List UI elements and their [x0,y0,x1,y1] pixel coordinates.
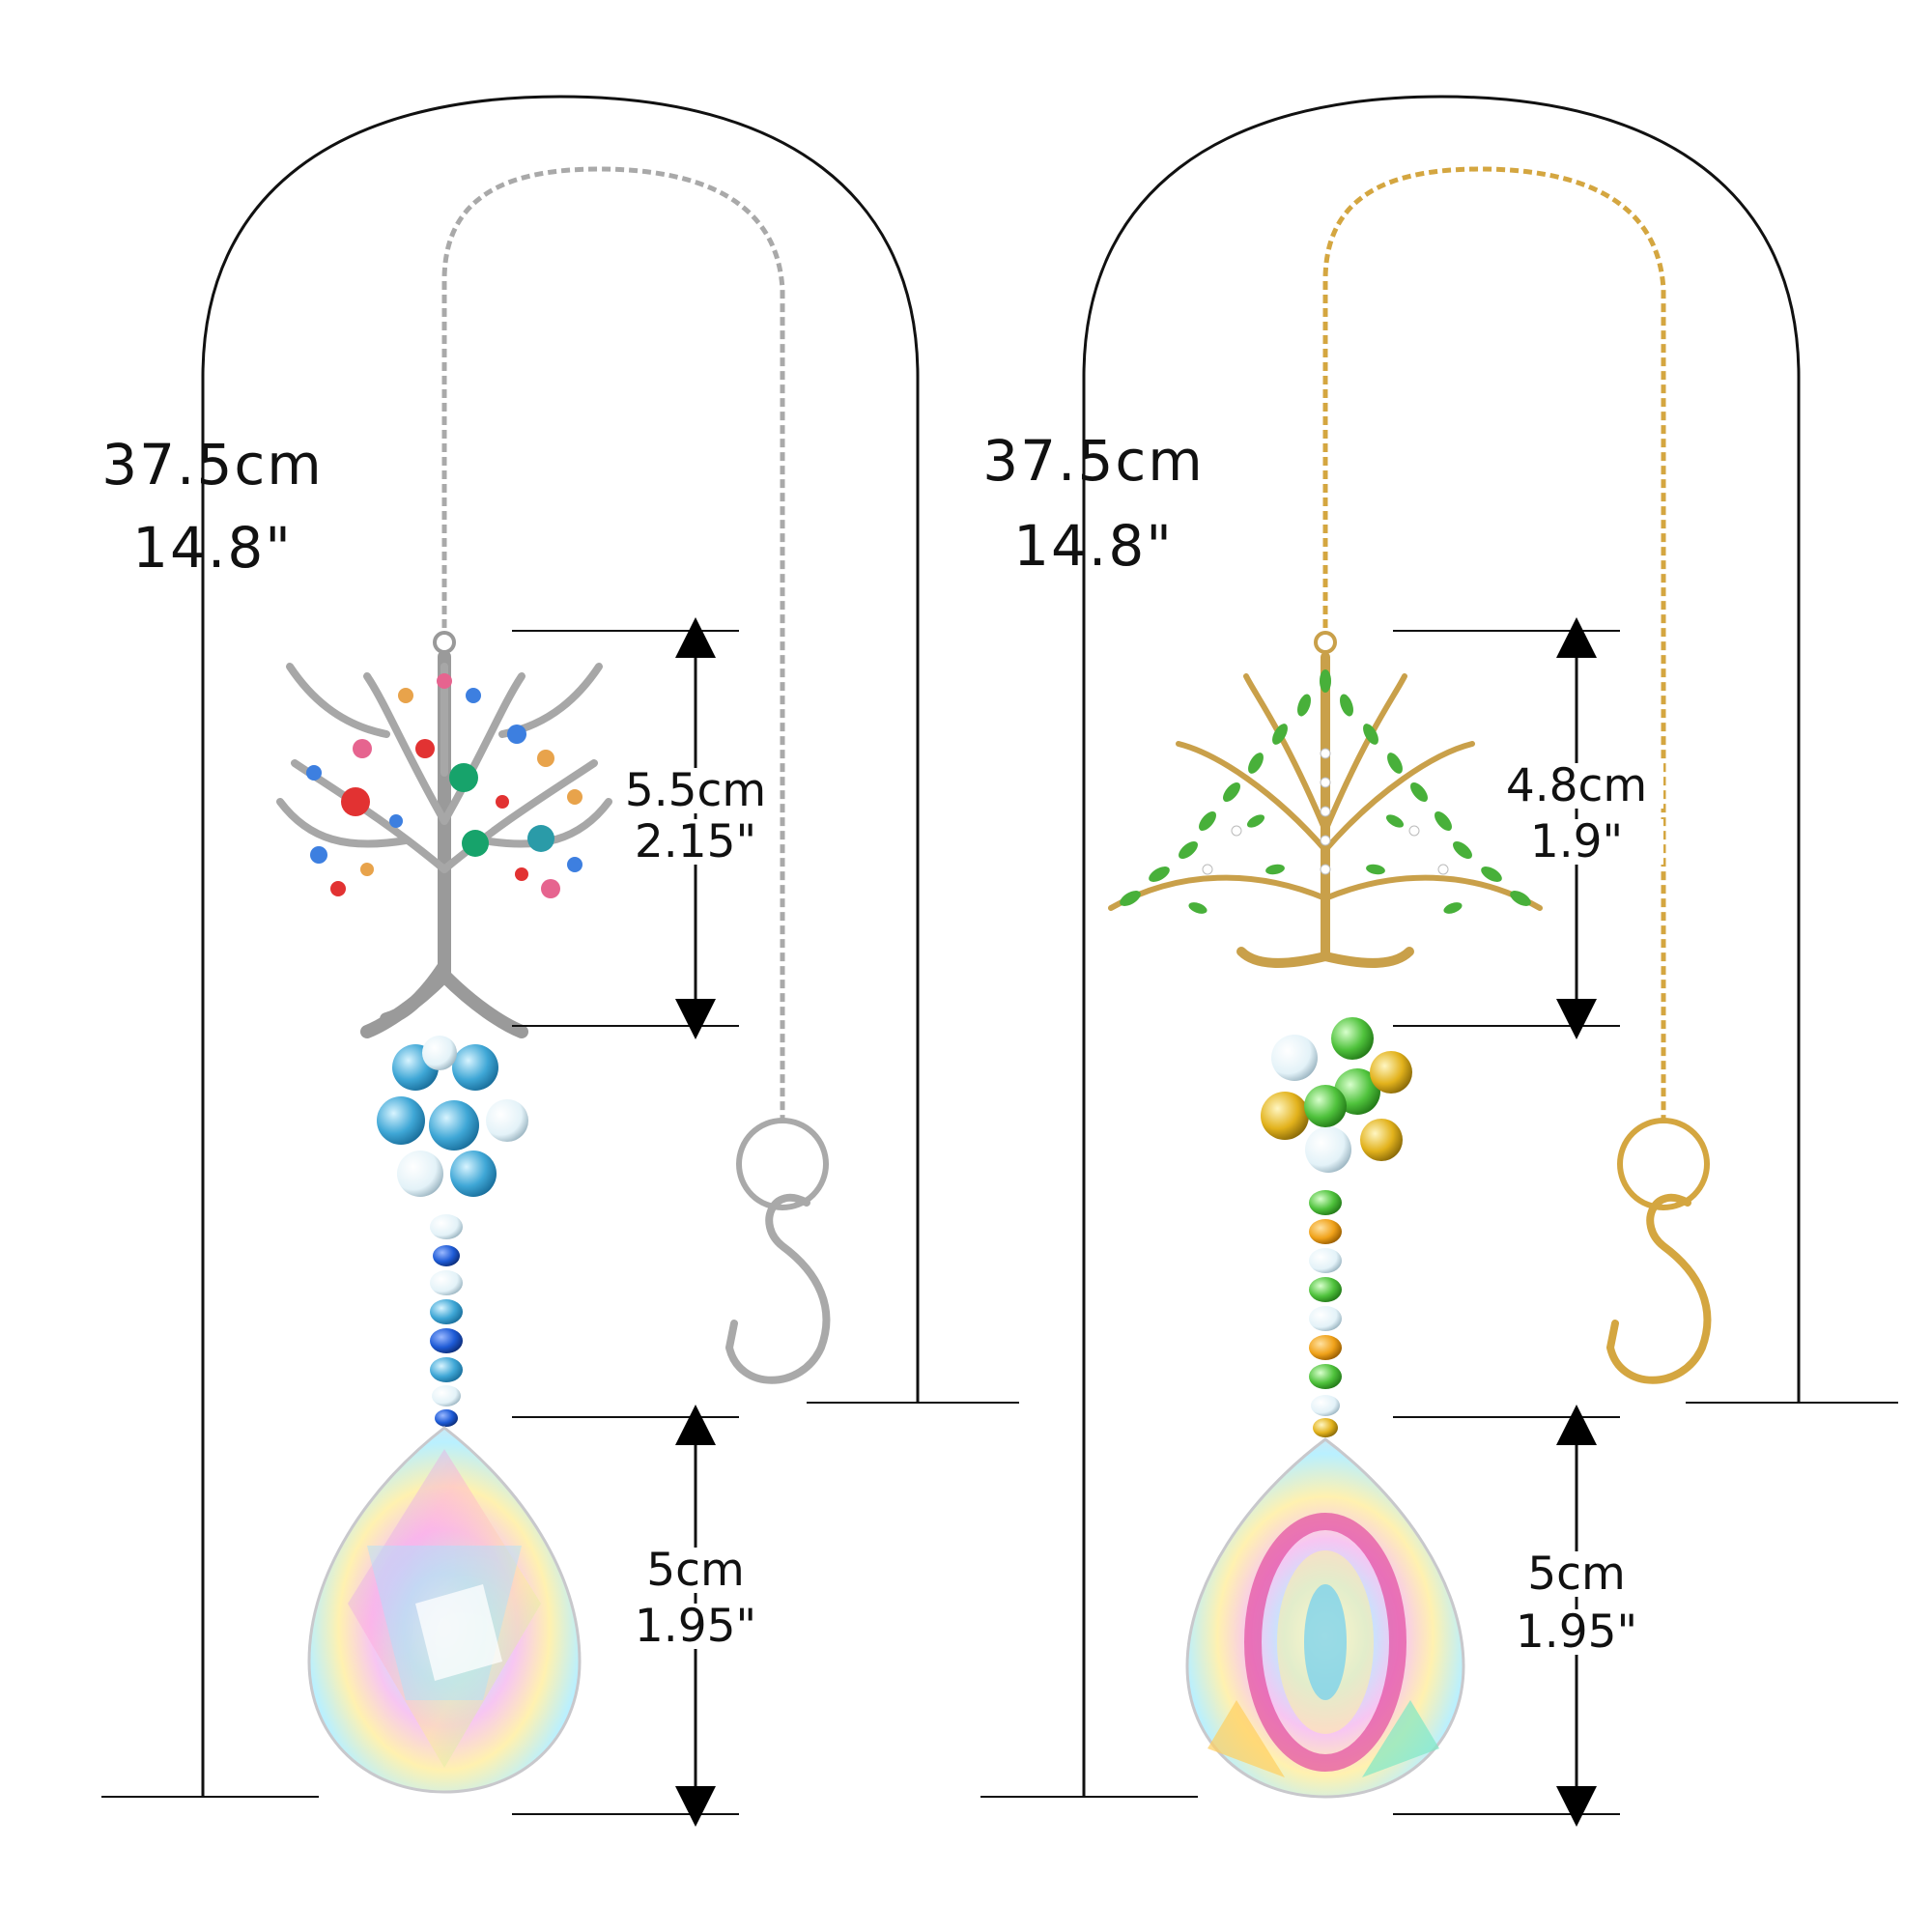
left-teardrop-prism [307,1426,582,1794]
left-total-length-cm: 37.5cm [101,432,324,497]
right-total-length-cm: 37.5cm [982,428,1205,494]
tree-of-life-green-leaf-icon [1108,631,1543,968]
left-total-length-in: 14.8" [132,515,293,581]
right-teardrop-prism [1185,1437,1465,1799]
right-bead-cluster [1261,1017,1412,1173]
right-product [980,95,1898,1827]
right-chain [1322,166,1666,1121]
right-total-length-in: 14.8" [1013,513,1174,579]
right-pendant-height-cm: 4.8cm [1490,763,1663,809]
left-prism-height-cm: 5cm [633,1548,758,1593]
right-pendant-height-in: 1.9" [1490,819,1663,865]
right-s-hook [1605,1193,1712,1384]
right-prism-height-cm: 5cm [1504,1551,1649,1597]
left-s-hook [724,1193,831,1384]
right-length-arch [1082,95,1801,1797]
left-ring [736,1118,829,1210]
right-bead-string [1309,1190,1342,1437]
left-prism-height-in: 1.95" [633,1600,758,1653]
tree-of-life-multicolor-rhinestone-icon [276,631,612,1038]
left-pendant-height-in: 2.15" [618,819,773,865]
left-pendant-height-cm: 5.5cm [618,768,773,813]
left-bead-cluster [377,1036,528,1197]
right-ring [1617,1118,1710,1210]
left-bead-string [430,1214,463,1427]
right-prism-height-in: 1.95" [1504,1609,1649,1655]
left-length-arch [201,95,920,1797]
left-chain [441,166,785,1121]
left-product [101,95,1019,1827]
